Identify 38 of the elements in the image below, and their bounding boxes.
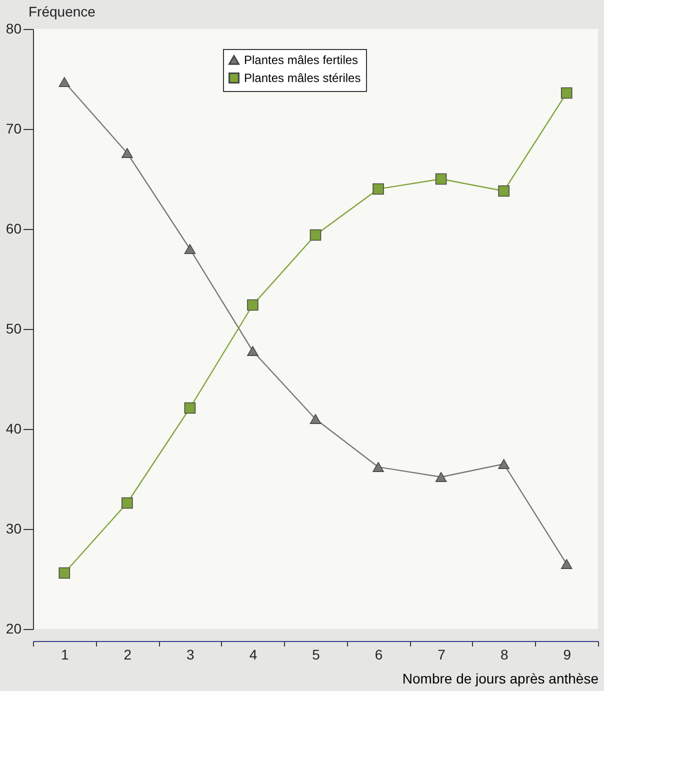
point xyxy=(372,462,384,472)
point xyxy=(560,87,572,99)
point xyxy=(122,497,133,509)
point xyxy=(310,229,322,241)
x-tick-label: 5 xyxy=(312,646,320,662)
point xyxy=(498,185,510,197)
x-tick-label: 7 xyxy=(438,646,446,662)
point xyxy=(58,77,70,87)
x-tick-label: 6 xyxy=(374,646,383,662)
x-tick-label: 4 xyxy=(249,646,258,662)
y-tick-label: 50 xyxy=(6,320,22,336)
y-tick-label: 80 xyxy=(6,20,22,36)
point xyxy=(498,459,510,469)
point xyxy=(247,346,258,356)
point xyxy=(435,472,447,482)
x-tick-label: 1 xyxy=(60,646,69,662)
point xyxy=(310,414,322,424)
x-axis-title: Nombre de jours après anthèse xyxy=(402,670,599,686)
x-tick-label: 2 xyxy=(124,646,132,662)
point xyxy=(122,148,133,158)
point xyxy=(58,567,70,579)
point xyxy=(435,173,447,185)
y-tick-label: 40 xyxy=(6,420,22,436)
x-tick-label: 8 xyxy=(500,646,508,662)
y-tick-label: 30 xyxy=(6,520,22,536)
point xyxy=(184,244,196,254)
point xyxy=(184,402,196,414)
y-tick-label: 20 xyxy=(6,620,22,636)
legend-label: Plantes mâles fertiles xyxy=(244,53,358,67)
x-tick-label: 9 xyxy=(563,646,572,662)
y-tick-label: 60 xyxy=(6,220,22,236)
x-tick-label: 3 xyxy=(186,646,195,662)
legend-label: Plantes mâles stériles xyxy=(244,71,361,85)
y-axis-title: Fréquence xyxy=(28,4,96,20)
point xyxy=(247,299,258,311)
y-tick-label: 70 xyxy=(6,120,22,136)
point xyxy=(560,559,572,569)
point xyxy=(372,183,384,195)
